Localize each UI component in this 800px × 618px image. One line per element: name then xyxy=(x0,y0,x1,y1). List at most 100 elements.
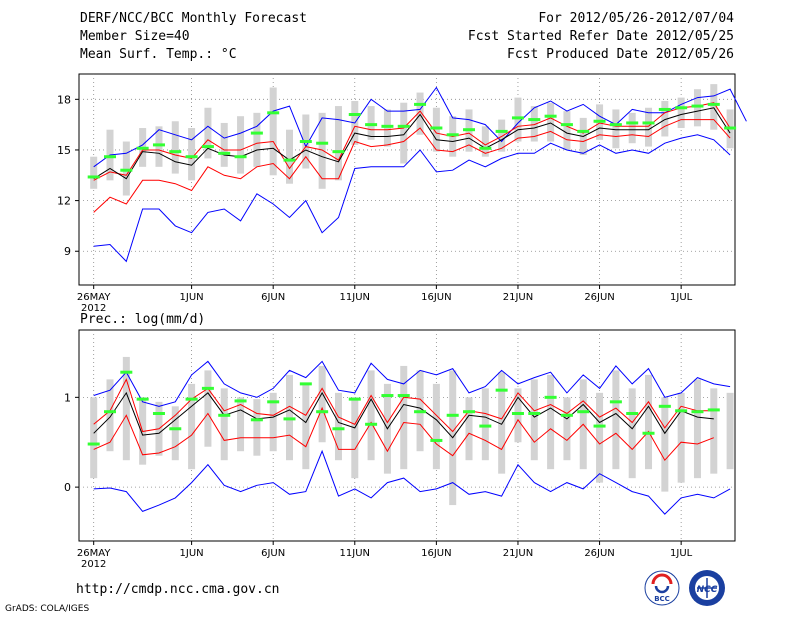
spread-box xyxy=(481,126,489,157)
spread-box xyxy=(269,87,277,176)
ensemble-marker xyxy=(267,400,280,404)
spread-box xyxy=(661,101,669,137)
ensemble-marker xyxy=(577,410,590,414)
spread-box xyxy=(465,397,473,461)
plot-frame xyxy=(78,329,736,542)
spread-box xyxy=(645,374,653,470)
spread-box xyxy=(677,97,685,129)
ensemble-marker xyxy=(299,140,312,144)
ensemble-marker xyxy=(593,424,606,428)
x-tick-label: 11JUN xyxy=(340,548,370,559)
x-tick-label: 21JUN xyxy=(503,292,533,303)
spread-box xyxy=(628,112,636,144)
lower-percentile-line xyxy=(93,119,731,213)
ensemble-marker xyxy=(642,431,655,435)
x-tick-label: 26MAY xyxy=(77,548,111,559)
spread-box xyxy=(237,397,245,452)
grads-credit: GrADS: COLA/IGES xyxy=(5,604,90,614)
ensemble-marker xyxy=(479,146,492,150)
ensemble-marker xyxy=(267,111,280,115)
spread-box xyxy=(726,392,734,470)
x-tick-label: 16JUN xyxy=(421,292,451,303)
ensemble-marker xyxy=(299,382,312,386)
ncc-logo: NCC xyxy=(689,570,725,606)
ensemble-marker xyxy=(593,119,606,123)
ensemble-marker xyxy=(463,410,476,414)
x-tick-label: 26JUN xyxy=(584,548,614,559)
ensemble-marker xyxy=(463,128,476,132)
spread-box xyxy=(400,365,408,470)
ensemble-marker xyxy=(332,427,345,431)
ensemble-marker xyxy=(691,104,704,108)
ensemble-marker xyxy=(185,155,198,159)
spread-box xyxy=(286,129,294,184)
spread-box xyxy=(547,374,555,470)
ensemble-marker xyxy=(397,124,410,128)
upper-percentile-line xyxy=(93,378,714,433)
spread-box xyxy=(302,383,310,470)
ensemble-marker xyxy=(120,168,133,172)
spread-box xyxy=(498,119,506,152)
spread-box xyxy=(498,372,506,474)
ensemble-marker xyxy=(446,413,459,417)
spread-box xyxy=(237,116,245,174)
spread-box xyxy=(596,392,604,483)
source-url[interactable]: http://cmdp.ncc.cma.gov.cn xyxy=(76,582,280,597)
ensemble-marker xyxy=(332,150,345,154)
spread-box xyxy=(155,126,163,167)
ensemble-marker xyxy=(675,106,688,110)
spread-box xyxy=(351,397,359,479)
upper-percentile-line xyxy=(93,102,731,181)
spread-box xyxy=(204,107,212,159)
max-line xyxy=(93,360,731,407)
ensemble-marker xyxy=(218,151,231,155)
ensemble-marker xyxy=(169,150,182,154)
spread-box xyxy=(171,121,179,174)
precip-panel-title: Prec.: log(mm/d) xyxy=(80,312,206,327)
ensemble-marker xyxy=(87,442,100,446)
ensemble-marker xyxy=(479,424,492,428)
ensemble-marker xyxy=(348,397,361,401)
ensemble-marker xyxy=(136,146,149,150)
spread-box xyxy=(383,109,391,147)
ensemble-marker xyxy=(511,116,524,120)
spread-box xyxy=(514,97,522,142)
ensemble-marker xyxy=(626,121,639,125)
x-tick-label: 16JUN xyxy=(421,548,451,559)
ensemble-marker xyxy=(348,113,361,117)
spread-box xyxy=(318,112,326,189)
spread-box xyxy=(188,383,196,470)
x-tick-label: 1JUL xyxy=(670,292,693,303)
ensemble-marker xyxy=(234,399,247,403)
ensemble-marker xyxy=(234,155,247,159)
spread-box xyxy=(253,112,261,167)
ensemble-marker xyxy=(250,131,263,135)
ensemble-marker xyxy=(414,410,427,414)
ensemble-marker xyxy=(430,438,443,442)
ensemble-marker xyxy=(626,412,639,416)
ensemble-marker xyxy=(283,417,296,421)
spread-box xyxy=(106,379,114,452)
ensemble-marker xyxy=(87,175,100,179)
spread-box xyxy=(400,102,408,164)
spread-box xyxy=(514,388,522,443)
ensemble-marker xyxy=(104,410,117,414)
ensemble-marker xyxy=(152,143,165,147)
spread-box xyxy=(122,356,130,461)
spread-box xyxy=(693,379,701,479)
min-line xyxy=(93,134,731,263)
ensemble-marker xyxy=(414,102,427,106)
ensemble-marker xyxy=(658,404,671,408)
ensemble-marker xyxy=(495,129,508,133)
x-tick-label: 6JUN xyxy=(261,292,285,303)
temperature-panel: 9 12 15 18 26MAY 1JUN 6JUN 11JUN 16JUN 21JUN 26JUN… xyxy=(57,73,747,314)
x-tick-label: 26JUN xyxy=(584,292,614,303)
ensemble-marker xyxy=(707,408,720,412)
spread-box xyxy=(693,89,701,127)
spread-box xyxy=(367,370,375,461)
ensemble-marker xyxy=(316,410,329,414)
min-line xyxy=(93,449,731,515)
spread-box xyxy=(432,383,440,470)
ensemble-marker xyxy=(724,126,737,130)
